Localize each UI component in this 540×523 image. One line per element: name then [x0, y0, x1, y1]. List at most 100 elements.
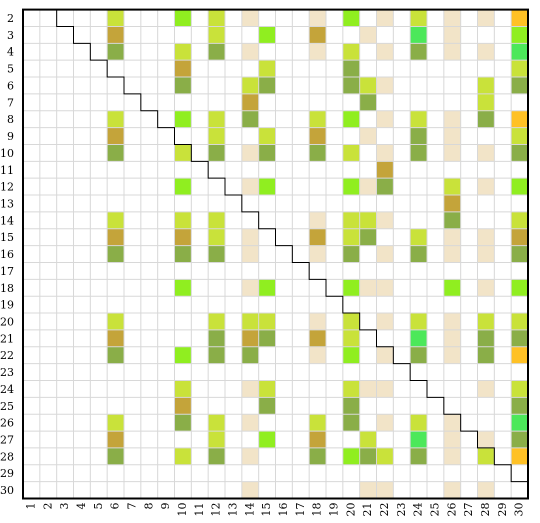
cell [359, 228, 377, 246]
cell [410, 431, 427, 448]
cell [258, 127, 276, 145]
cell [241, 43, 259, 61]
cell [241, 313, 259, 330]
cell [309, 144, 326, 162]
row-label: 13 [0, 197, 14, 210]
cell [477, 110, 495, 128]
cell [342, 144, 360, 162]
cell [309, 228, 326, 246]
cell [107, 26, 124, 44]
cell [258, 313, 276, 330]
cell [174, 228, 192, 246]
cell [241, 178, 259, 196]
cell [376, 43, 394, 61]
cell [241, 414, 259, 432]
cell [410, 245, 427, 263]
cell [511, 228, 528, 246]
row-label: 17 [0, 265, 14, 278]
cell [241, 346, 259, 364]
row-label: 3 [7, 29, 14, 42]
cell [241, 110, 259, 128]
column-label: 7 [125, 503, 138, 510]
cell [309, 313, 326, 330]
row-label: 16 [0, 248, 14, 261]
cell [376, 77, 394, 94]
cell [376, 245, 394, 263]
cell [174, 414, 192, 432]
cell [241, 77, 259, 94]
cell [174, 380, 192, 398]
cell [511, 397, 528, 415]
cell [241, 447, 259, 465]
cell [208, 313, 225, 330]
cell [511, 380, 528, 398]
column-label: 20 [344, 503, 357, 517]
cell [174, 245, 192, 263]
column-label: 14 [243, 503, 256, 517]
cell [342, 329, 360, 347]
column-label: 19 [327, 503, 340, 517]
cell [443, 110, 461, 128]
cell [258, 26, 276, 44]
row-label: 5 [7, 63, 14, 76]
cell [309, 431, 326, 448]
column-label: 3 [58, 503, 71, 510]
cell [410, 228, 427, 246]
cell [477, 144, 495, 162]
cell [174, 178, 192, 196]
cell [376, 110, 394, 128]
cell [342, 245, 360, 263]
cell [511, 26, 528, 44]
row-label: 2 [7, 12, 14, 25]
cell [258, 279, 276, 297]
cell [477, 481, 495, 499]
cell [342, 447, 360, 465]
cell [443, 9, 461, 27]
cell [208, 414, 225, 432]
cell [174, 346, 192, 364]
cell [309, 110, 326, 128]
cell [309, 43, 326, 61]
cell [208, 9, 225, 27]
cell [376, 414, 394, 432]
cell [258, 144, 276, 162]
cell [359, 279, 377, 297]
cell [410, 346, 427, 364]
cell [208, 127, 225, 145]
cell [376, 313, 394, 330]
cell [107, 245, 124, 263]
cells [107, 9, 528, 499]
cell [376, 178, 394, 196]
cell [208, 211, 225, 229]
cell [410, 414, 427, 432]
cell [443, 127, 461, 145]
cell [477, 9, 495, 27]
cell [511, 329, 528, 347]
cell [359, 178, 377, 196]
cell [174, 110, 192, 128]
cell [107, 9, 124, 27]
cell [174, 279, 192, 297]
row-label: 12 [0, 181, 14, 194]
cell [342, 397, 360, 415]
plot-border [22, 8, 529, 500]
column-label: 8 [142, 503, 155, 510]
cell [208, 431, 225, 448]
cell [443, 228, 461, 246]
row-label: 28 [0, 450, 14, 463]
row-label: 9 [7, 130, 14, 143]
cell [174, 60, 192, 78]
column-label: 9 [159, 503, 172, 510]
column-label: 13 [226, 503, 239, 517]
row-label: 11 [0, 164, 14, 177]
cell [511, 43, 528, 61]
cell [107, 313, 124, 330]
cell [443, 26, 461, 44]
column-label: 28 [479, 503, 492, 517]
cell [258, 397, 276, 415]
column-label: 15 [260, 503, 273, 517]
cell [309, 346, 326, 364]
cell [208, 110, 225, 128]
cell [359, 431, 377, 448]
